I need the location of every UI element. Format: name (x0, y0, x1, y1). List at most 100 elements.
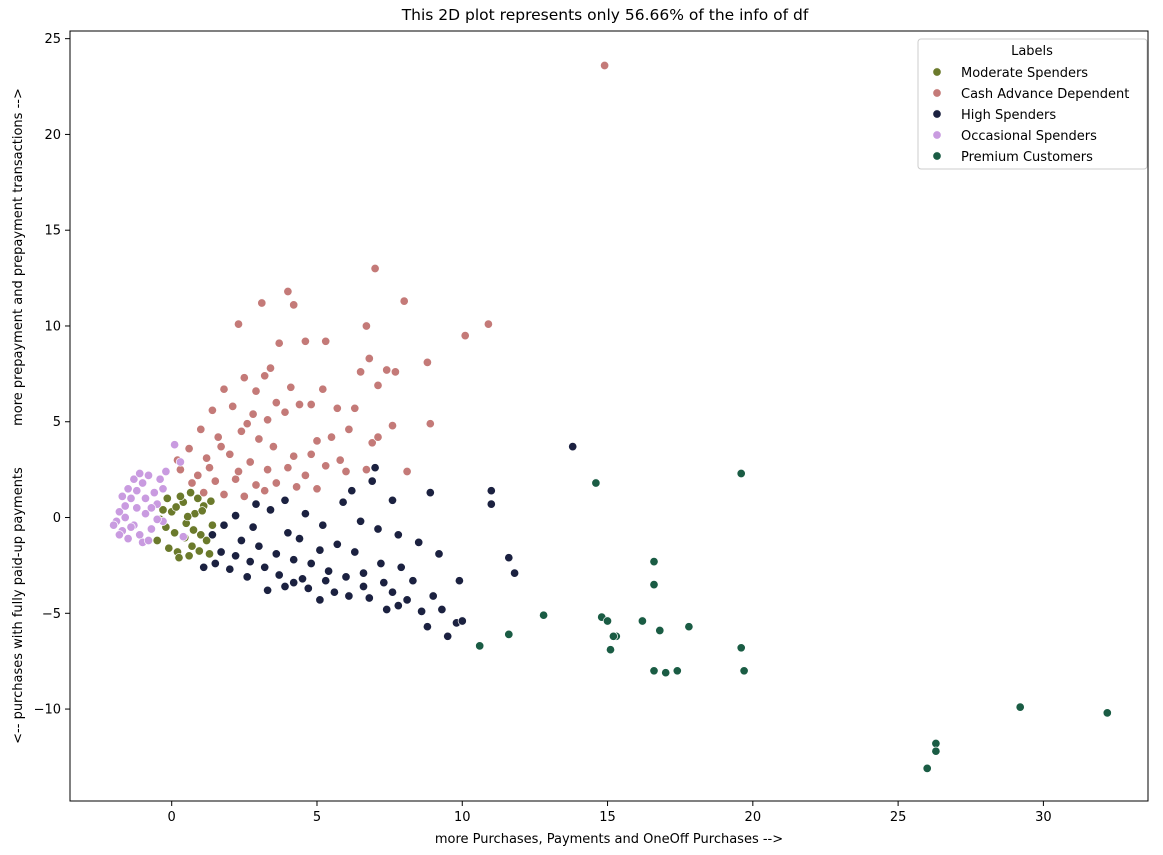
point-cash-advance-dependent-59 (402, 466, 412, 477)
point-cash-advance-dependent-41 (306, 449, 316, 459)
point-high-spenders-18 (414, 537, 424, 547)
x-tick-label-4: 20 (745, 810, 762, 825)
point-premium-customers-14 (605, 645, 616, 655)
y-tick-label-1: −5 (42, 607, 61, 622)
point-cash-advance-dependent-39 (367, 438, 377, 448)
legend-marker-4 (932, 151, 942, 161)
point-high-spenders-1 (486, 486, 496, 496)
point-high-spenders-51 (358, 568, 369, 578)
point-moderate-spenders-27 (194, 546, 204, 556)
point-high-spenders-23 (437, 604, 447, 615)
point-cash-advance-dependent-18 (265, 363, 276, 373)
x-tick-label-0: 0 (168, 810, 176, 825)
point-premium-customers-15 (736, 643, 746, 653)
point-high-spenders-37 (274, 570, 284, 580)
point-cash-advance-dependent-26 (271, 398, 281, 408)
point-high-spenders-38 (260, 562, 270, 572)
legend-label-2: High Spenders (961, 108, 1056, 123)
point-cash-advance-dependent-53 (263, 465, 273, 475)
point-moderate-spenders-25 (186, 488, 196, 498)
point-cash-advance-dependent-20 (239, 373, 249, 383)
point-cash-advance-dependent-56 (321, 461, 331, 471)
legend-marker-0 (932, 67, 942, 77)
point-high-spenders-26 (422, 622, 432, 632)
point-cash-advance-dependent-62 (210, 476, 220, 486)
point-high-spenders-31 (358, 581, 369, 592)
point-moderate-spenders-26 (174, 553, 184, 563)
point-occasional-spenders-20 (120, 512, 130, 523)
point-moderate-spenders-8 (196, 530, 206, 540)
point-cash-advance-dependent-22 (251, 386, 261, 396)
point-cash-advance-dependent-79 (233, 466, 244, 477)
point-cash-advance-dependent-25 (373, 380, 383, 390)
point-occasional-spenders-31 (135, 468, 145, 479)
point-premium-customers-3 (649, 580, 659, 590)
point-occasional-spenders-18 (175, 457, 185, 467)
point-cash-advance-dependent-16 (390, 367, 400, 377)
point-high-spenders-47 (289, 555, 299, 565)
point-moderate-spenders-14 (184, 551, 194, 561)
point-moderate-spenders-29 (183, 512, 193, 522)
point-cash-advance-dependent-1 (370, 263, 380, 274)
point-cash-advance-dependent-44 (213, 432, 223, 442)
point-cash-advance-dependent-28 (228, 401, 238, 411)
point-high-spenders-2 (486, 499, 496, 509)
point-occasional-spenders-28 (161, 466, 171, 477)
point-high-spenders-56 (457, 616, 467, 626)
point-moderate-spenders-17 (170, 528, 180, 538)
legend-label-0: Moderate Spenders (961, 66, 1088, 81)
point-occasional-spenders-25 (146, 503, 156, 513)
point-cash-advance-dependent-11 (300, 336, 310, 346)
point-cash-advance-dependent-4 (289, 300, 299, 310)
point-cash-advance-dependent-3 (257, 298, 267, 308)
point-high-spenders-40 (231, 551, 241, 561)
point-high-spenders-16 (373, 524, 383, 534)
point-high-spenders-72 (387, 587, 398, 597)
point-cash-advance-dependent-75 (263, 415, 273, 425)
point-occasional-spenders-32 (117, 491, 127, 501)
point-high-spenders-43 (219, 520, 229, 530)
point-cash-advance-dependent-40 (373, 432, 383, 442)
point-high-spenders-25 (443, 631, 453, 641)
point-cash-advance-dependent-7 (361, 321, 371, 331)
point-high-spenders-11 (283, 528, 293, 538)
point-high-spenders-57 (332, 539, 342, 549)
point-high-spenders-68 (280, 581, 290, 592)
y-axis: −10 −5 0 5 10 15 20 25 (34, 32, 70, 718)
point-cash-advance-dependent-73 (216, 442, 226, 452)
point-high-spenders-48 (306, 558, 316, 569)
point-cash-advance-dependent-74 (242, 419, 252, 429)
point-cash-advance-dependent-54 (283, 463, 293, 473)
point-high-spenders-53 (396, 562, 406, 572)
point-premium-customers-23 (931, 746, 941, 756)
point-occasional-spenders-30 (129, 474, 139, 484)
point-high-spenders-61 (294, 534, 305, 544)
point-high-spenders-41 (216, 547, 226, 557)
point-premium-customers-8 (608, 631, 618, 641)
legend-items: Moderate Spenders Cash Advance Dependent H… (932, 66, 1129, 165)
plot-frame (69, 30, 1149, 802)
point-cash-advance-dependent-29 (207, 405, 217, 415)
point-premium-customers-24 (922, 763, 932, 773)
point-premium-customers-9 (655, 625, 665, 636)
point-cash-advance-dependent-0 (600, 60, 610, 71)
x-tick-label-1: 5 (313, 810, 321, 825)
point-high-spenders-63 (199, 562, 209, 572)
point-moderate-spenders-20 (188, 525, 199, 535)
point-occasional-spenders-27 (158, 484, 168, 494)
legend-marker-1 (932, 88, 942, 98)
point-cash-advance-dependent-38 (326, 432, 337, 442)
point-premium-customers-0 (591, 478, 601, 488)
point-cash-advance-dependent-78 (187, 478, 197, 488)
point-premium-customers-2 (649, 557, 659, 567)
point-high-spenders-46 (271, 549, 281, 559)
point-high-spenders-20 (454, 576, 464, 586)
point-high-spenders-49 (324, 566, 334, 576)
point-high-spenders-64 (210, 558, 220, 569)
point-high-spenders-58 (350, 547, 360, 557)
point-high-spenders-28 (393, 601, 403, 611)
point-cash-advance-dependent-48 (289, 451, 299, 461)
point-high-spenders-69 (297, 574, 308, 584)
point-cash-advance-dependent-36 (425, 419, 435, 429)
point-premium-customers-11 (684, 622, 694, 632)
